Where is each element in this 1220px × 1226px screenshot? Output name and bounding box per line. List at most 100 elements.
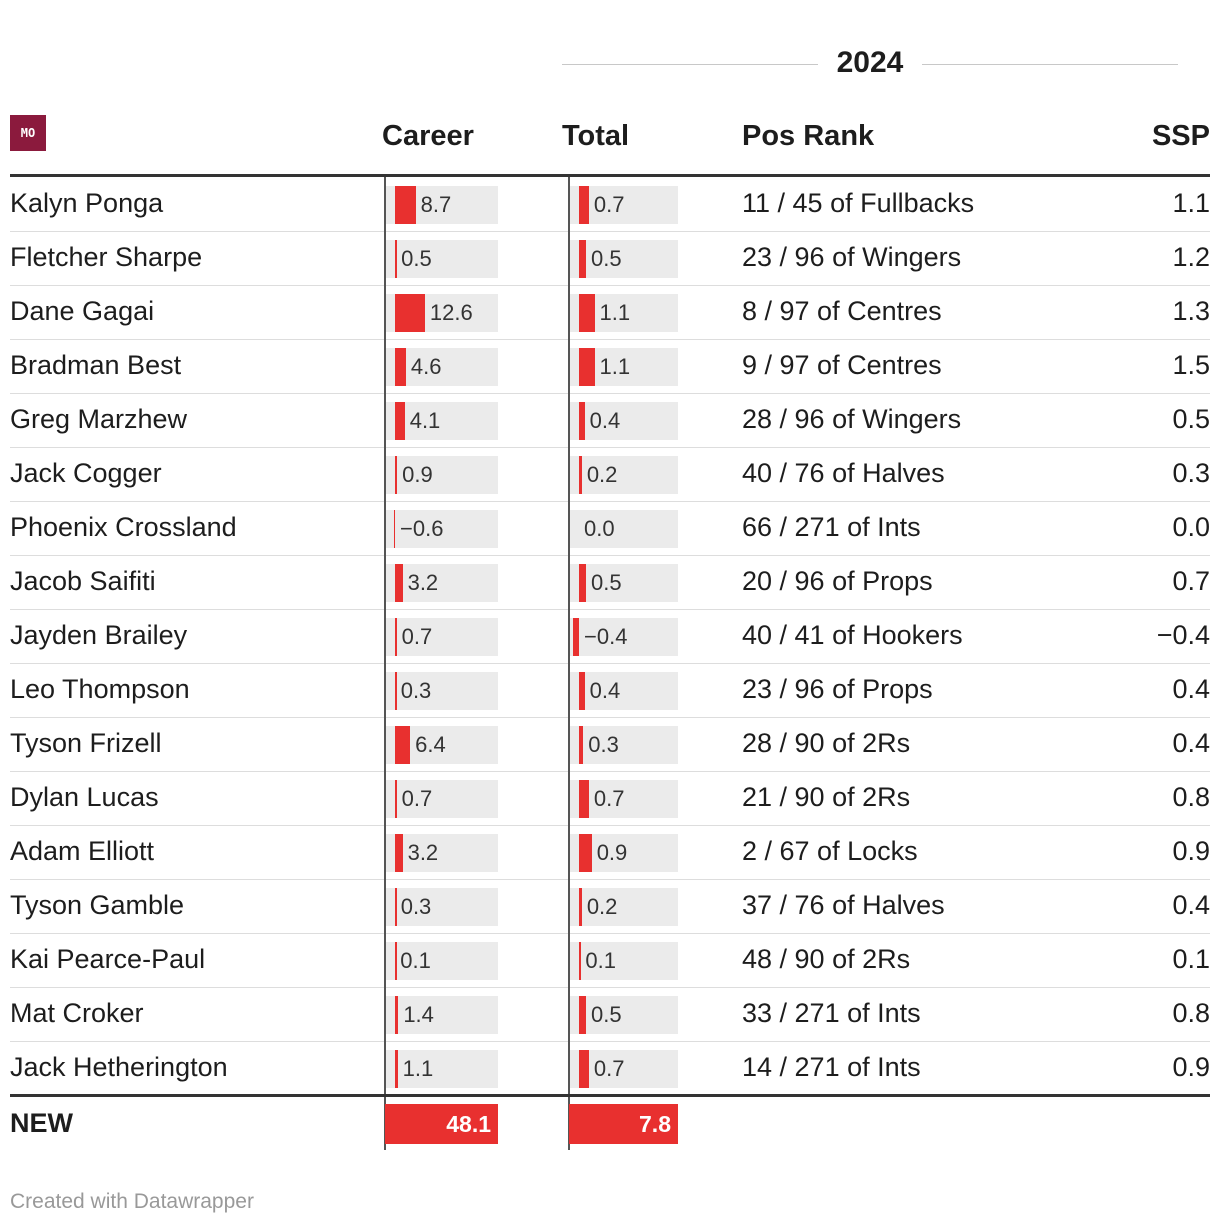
total-bar (579, 780, 589, 818)
total-bar-cell: 0.0 (568, 510, 678, 548)
ssp-value: 0.1 (1172, 944, 1210, 974)
player-name: Kalyn Ponga (10, 188, 164, 218)
career-bar-track (384, 834, 498, 872)
career-bar-cell: −0.6 (384, 510, 498, 548)
player-name: Jack Cogger (10, 458, 162, 488)
total-value-label: 0.9 (596, 840, 628, 865)
credit-text: Created with Datawrapper (10, 1190, 254, 1213)
total-bar-cell: 0.1 (568, 942, 678, 980)
table-row: Tyson Frizell 6.4 0.3 28 / 90 of 2Rs 0.4 (10, 718, 1210, 772)
career-bar-track (384, 456, 498, 494)
career-value-label: 8.7 (420, 192, 452, 217)
total-bar (579, 186, 589, 224)
table-row: Dylan Lucas 0.7 0.7 21 / 90 of 2Rs 0.8 (10, 772, 1210, 826)
career-bar-cell: 3.2 (384, 834, 498, 872)
career-bar-cell: 8.7 (384, 186, 498, 224)
career-value-label: 0.5 (401, 246, 432, 271)
table-row: Adam Elliott 3.2 0.9 2 / 67 of Locks 0.9 (10, 826, 1210, 880)
career-bar-track (384, 564, 498, 602)
ssp-value: 1.2 (1172, 242, 1210, 272)
total-value-label: 0.5 (591, 246, 622, 271)
total-bar-cell: 0.3 (568, 726, 678, 764)
career-bar-track (384, 780, 498, 818)
career-value-label: 1.1 (402, 1056, 434, 1081)
player-name: Adam Elliott (10, 836, 155, 866)
ssp-value: 0.8 (1172, 998, 1210, 1028)
pos-rank-value: 23 / 96 of Wingers (742, 242, 962, 272)
ssp-value: 0.7 (1172, 566, 1210, 596)
table-row: Kalyn Ponga 8.7 0.7 11 / 45 of Fullbacks 1.1 (10, 178, 1210, 232)
pos-rank-value: 9 / 97 of Centres (742, 350, 942, 380)
team-logo: MO (10, 115, 46, 151)
total-value-label: 0.3 (588, 732, 619, 757)
group-header-rule-left (562, 64, 818, 65)
ssp-value: 0.0 (1172, 512, 1210, 542)
total-bar (579, 240, 587, 278)
ssp-value: 0.5 (1172, 404, 1210, 434)
total-value-label: 0.7 (593, 1056, 625, 1081)
career-bar (395, 996, 399, 1034)
total-bar-cell: 1.1 (568, 294, 678, 332)
column-header-pos-rank: Pos Rank (742, 120, 875, 152)
total-bar (573, 618, 579, 656)
ssp-value: 1.1 (1172, 188, 1210, 218)
pos-rank-value: 20 / 96 of Props (742, 566, 933, 596)
total-bar (579, 402, 585, 440)
career-bar (395, 186, 416, 224)
player-name: Tyson Frizell (10, 728, 162, 758)
player-name: Kai Pearce-Paul (10, 944, 206, 974)
table-row: Jacob Saifiti 3.2 0.5 20 / 96 of Props 0.7 (10, 556, 1210, 610)
career-bar-track (384, 996, 498, 1034)
totals-total-bar: 7.8 (569, 1104, 678, 1144)
total-bar-cell: 0.2 (568, 888, 678, 926)
career-bar-track (384, 1050, 498, 1088)
career-value-label: 0.3 (400, 894, 432, 919)
career-bar (395, 780, 397, 818)
career-value-label: 0.7 (401, 624, 433, 649)
career-value-label: 0.7 (401, 786, 433, 811)
header-rule (10, 174, 1210, 177)
pos-rank-value: 33 / 271 of Ints (742, 998, 921, 1028)
table-row: Jack Hetherington 1.1 0.7 14 / 271 of Ints 0… (10, 1042, 1210, 1096)
career-value-label: 4.6 (410, 354, 442, 379)
ssp-value: 0.4 (1172, 674, 1210, 704)
ssp-value: 1.3 (1172, 296, 1210, 326)
pos-rank-value: 66 / 271 of Ints (742, 512, 921, 542)
ssp-value: 0.4 (1172, 728, 1210, 758)
column-header-career: Career (382, 120, 474, 152)
career-value-label: 6.4 (415, 732, 446, 757)
player-name: Mat Croker (10, 998, 144, 1028)
player-name: Dane Gagai (10, 296, 155, 326)
total-value-label: 0.0 (584, 516, 615, 541)
total-value-label: 0.5 (591, 1002, 622, 1027)
total-bar (579, 726, 584, 764)
total-bar-track (568, 888, 678, 926)
total-axis-line (568, 177, 570, 1150)
total-value-label: 0.7 (593, 786, 625, 811)
career-bar-cell: 12.6 (384, 294, 498, 332)
total-value-label: 0.7 (593, 192, 625, 217)
total-bar-track (568, 402, 678, 440)
career-bar (395, 672, 397, 710)
career-value-label: 0.9 (402, 462, 433, 487)
career-bar-cell: 1.4 (384, 996, 498, 1034)
total-value-label: 0.1 (585, 948, 616, 973)
ssp-value: 0.4 (1172, 890, 1210, 920)
total-bar-cell: −0.4 (568, 618, 678, 656)
player-name: Leo Thompson (10, 674, 190, 704)
total-bar-track (568, 618, 678, 656)
career-bar (395, 888, 397, 926)
career-bar (395, 348, 406, 386)
career-bar (395, 942, 397, 980)
pos-rank-value: 8 / 97 of Centres (742, 296, 942, 326)
player-name: Phoenix Crossland (10, 512, 237, 542)
ssp-value: 0.9 (1172, 1052, 1210, 1082)
total-bar-track (568, 996, 678, 1034)
career-bar-track (384, 672, 498, 710)
career-bar-track (384, 240, 498, 278)
totals-label: NEW (10, 1108, 73, 1138)
career-bar-cell: 6.4 (384, 726, 498, 764)
total-bar (579, 456, 582, 494)
total-bar-cell: 0.7 (568, 1050, 678, 1088)
total-bar-track (568, 726, 678, 764)
